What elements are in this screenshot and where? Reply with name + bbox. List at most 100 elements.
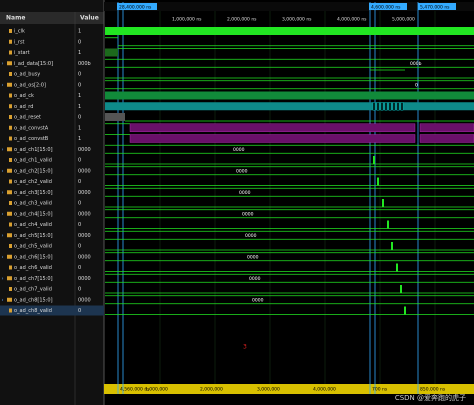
valid-pulse bbox=[373, 156, 375, 164]
signal-name[interactable]: i_ad_data[15:0] bbox=[14, 61, 53, 67]
wave-value: 0000 bbox=[233, 147, 245, 153]
signal-value[interactable]: 0000 bbox=[78, 276, 91, 282]
expand-arrow: › bbox=[2, 168, 4, 174]
signal-icon bbox=[9, 50, 12, 55]
signal-value[interactable]: 0000 bbox=[78, 254, 91, 260]
signal-icon bbox=[9, 179, 12, 184]
wave-value: 0000 bbox=[242, 211, 254, 217]
signal-value[interactable]: 0 bbox=[78, 158, 81, 164]
ruler-label: 3,000,000 bbox=[257, 387, 280, 393]
ruler-label: 700 ns bbox=[372, 387, 388, 393]
signal-value[interactable]: 0 bbox=[78, 201, 81, 207]
signal-value[interactable]: 0000 bbox=[78, 147, 91, 153]
signal-icon bbox=[7, 211, 12, 216]
valid-pulse bbox=[377, 177, 379, 186]
top-ruler bbox=[104, 2, 474, 11]
marker: 3 bbox=[243, 344, 247, 351]
signal-icon bbox=[9, 244, 12, 248]
signal-name[interactable]: o_ad_ch4[15:0] bbox=[14, 211, 53, 217]
ruler-label: 2,000,000 ns bbox=[227, 17, 257, 23]
signal-name[interactable]: o_ad_os[2:0] bbox=[14, 82, 46, 88]
cursor-label bbox=[418, 3, 456, 10]
signal-value[interactable]: 000b bbox=[78, 61, 91, 67]
signal-name[interactable]: o_ad_busy bbox=[14, 72, 40, 78]
signal-name[interactable]: o_ad_reset bbox=[14, 115, 41, 121]
signal-value[interactable]: 0000 bbox=[78, 233, 91, 239]
signal-value[interactable]: 0000 bbox=[78, 211, 91, 217]
signal-name[interactable]: o_ad_rd bbox=[14, 104, 33, 110]
expand-arrow: › bbox=[2, 61, 4, 67]
ruler-label: 4,000,000 ns bbox=[337, 17, 367, 23]
wave-value: 000b bbox=[410, 61, 422, 67]
wave-pulse bbox=[384, 102, 388, 111]
signal-name[interactable]: o_ad_convstA bbox=[14, 125, 49, 131]
signal-value[interactable]: 0 bbox=[78, 82, 81, 88]
signal-value[interactable]: 0 bbox=[78, 308, 81, 314]
signal-name[interactable]: o_ad_ch2_valid bbox=[14, 179, 52, 185]
signal-value[interactable]: 0000 bbox=[78, 297, 91, 303]
signal-name[interactable]: o_ad_ch5[15:0] bbox=[14, 233, 53, 239]
value-header[interactable]: Value bbox=[80, 15, 99, 22]
signal-value[interactable]: 1 bbox=[78, 50, 81, 56]
signal-name[interactable]: i_clk bbox=[14, 29, 25, 35]
signal-name[interactable]: o_ad_ch2[15:0] bbox=[14, 168, 53, 174]
signal-icon bbox=[9, 125, 12, 130]
ruler-label: 4,560.000 ns bbox=[120, 387, 150, 393]
signal-name[interactable]: o_ad_ch1[15:0] bbox=[14, 147, 53, 153]
signal-icon bbox=[7, 61, 12, 66]
signal-name[interactable]: o_ad_ch6[15:0] bbox=[14, 254, 53, 260]
expand-arrow: › bbox=[2, 254, 4, 260]
signal-icon bbox=[9, 136, 12, 141]
cursor-label-text: 5,470.000 ns bbox=[420, 4, 450, 10]
wave bbox=[105, 91, 474, 100]
signal-value[interactable]: 0 bbox=[78, 265, 81, 271]
signal-value[interactable]: 0 bbox=[78, 39, 81, 45]
signal-value[interactable]: 0 bbox=[78, 179, 81, 185]
signal-value[interactable]: 0 bbox=[78, 244, 81, 250]
signal-value[interactable]: 0 bbox=[78, 222, 81, 228]
signal-name[interactable]: o_ad_ch7[15:0] bbox=[14, 276, 53, 282]
cursor-label bbox=[369, 3, 407, 10]
valid-pulse bbox=[400, 285, 402, 293]
signal-value[interactable]: 0 bbox=[78, 287, 81, 293]
signal-icon bbox=[9, 201, 12, 205]
signal-value[interactable]: 0 bbox=[78, 115, 81, 121]
signal-name[interactable]: o_ad_ch8_valid bbox=[14, 308, 52, 314]
cursor-label-text: 28,400.000 ns bbox=[119, 4, 152, 10]
signal-icon bbox=[9, 104, 12, 109]
signal-name[interactable]: o_ad_ck bbox=[14, 93, 34, 99]
signal-value[interactable]: 0000 bbox=[78, 190, 91, 196]
name-header[interactable]: Name bbox=[6, 15, 25, 22]
signal-value[interactable]: 1 bbox=[78, 29, 81, 35]
signal-name[interactable]: i_start bbox=[14, 50, 30, 56]
signal-value[interactable]: 1 bbox=[78, 125, 81, 131]
selected-row bbox=[0, 305, 104, 316]
valid-pulse bbox=[387, 220, 389, 229]
signal-value[interactable]: 0000 bbox=[78, 168, 91, 174]
signal-name[interactable]: o_ad_ch5_valid bbox=[14, 244, 52, 250]
signal-icon bbox=[9, 72, 12, 76]
wave-value: 0000 bbox=[252, 297, 264, 303]
signal-icon bbox=[9, 222, 12, 227]
signal-name[interactable]: o_ad_ch3_valid bbox=[14, 201, 52, 207]
wave bbox=[129, 123, 416, 132]
signal-value[interactable]: 1 bbox=[78, 136, 81, 142]
signal-value[interactable]: 1 bbox=[78, 104, 81, 110]
signal-icon bbox=[9, 29, 12, 33]
wave-value: 0000 bbox=[247, 254, 259, 260]
signal-value[interactable]: 0 bbox=[78, 72, 81, 78]
signal-name[interactable]: o_ad_ch1_valid bbox=[14, 158, 52, 164]
signal-name[interactable]: i_rst bbox=[14, 39, 25, 45]
signal-name[interactable]: o_ad_convstB bbox=[14, 136, 49, 142]
signal-value[interactable]: 1 bbox=[78, 93, 81, 99]
signal-name[interactable]: o_ad_ch8[15:0] bbox=[14, 297, 53, 303]
signal-name[interactable]: o_ad_ch7_valid bbox=[14, 287, 52, 293]
signal-icon bbox=[7, 147, 12, 152]
wave bbox=[105, 27, 474, 35]
signal-name[interactable]: o_ad_ch3[15:0] bbox=[14, 190, 53, 196]
signal-icon bbox=[7, 190, 12, 195]
signal-name[interactable]: o_ad_ch4_valid bbox=[14, 222, 52, 228]
signal-name[interactable]: o_ad_ch6_valid bbox=[14, 265, 52, 271]
signal-icon bbox=[9, 39, 12, 44]
